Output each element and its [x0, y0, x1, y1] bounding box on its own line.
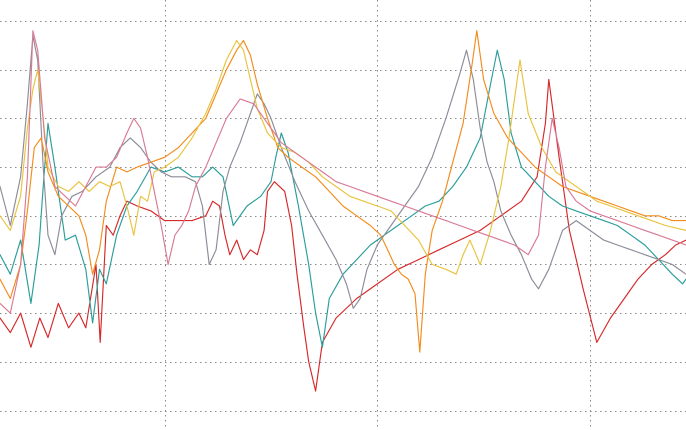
series-line-2 [0, 49, 686, 348]
series-group [0, 30, 686, 392]
series-line-3 [0, 35, 686, 309]
series-line-5 [0, 39, 686, 275]
series-line-1 [0, 78, 686, 392]
series-line-6 [0, 30, 686, 314]
series-line-4 [0, 30, 686, 353]
